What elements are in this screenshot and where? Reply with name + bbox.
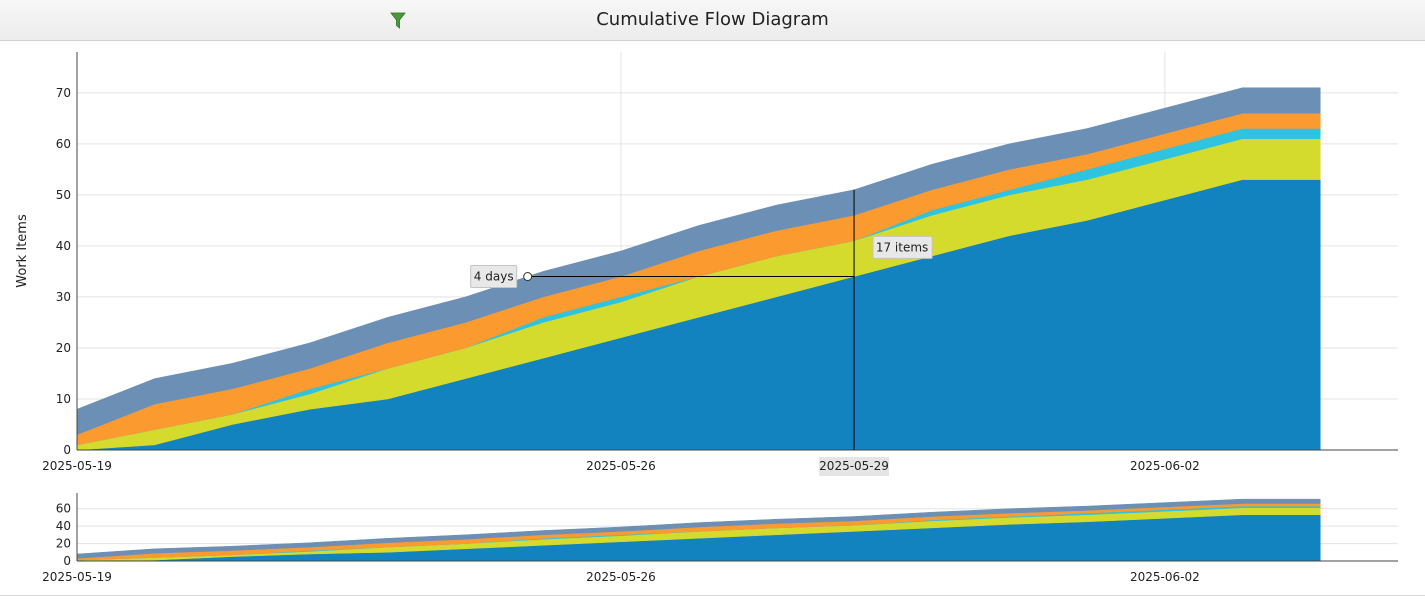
y-tick-label: 50 (56, 188, 71, 202)
wip-label-box (872, 235, 933, 259)
x-tick-label: 2025-06-02 (1130, 459, 1200, 473)
y-tick-label: 30 (56, 290, 71, 304)
y-tick-label: 60 (56, 502, 71, 516)
x-tick-label: 2025-05-26 (586, 570, 656, 584)
y-axis-label: Work Items (15, 214, 30, 288)
y-tick-label: 70 (56, 86, 71, 100)
area-band-5 (76, 87, 1321, 436)
y-tick-label: 10 (56, 392, 71, 406)
chart-header: Cumulative Flow Diagram (0, 0, 1425, 41)
lead-time-label: 4 days (474, 270, 514, 284)
navigator-band-5 (76, 498, 1321, 559)
crosshair-date-label: 2025-05-29 (819, 459, 889, 473)
x-tick-label: 2025-05-19 (42, 570, 112, 584)
funnel-icon[interactable] (390, 12, 406, 30)
y-tick-label: 20 (56, 341, 71, 355)
x-tick-label: 2025-06-02 (1130, 570, 1200, 584)
chart-title: Cumulative Flow Diagram (596, 9, 829, 30)
x-tick-label: 2025-05-19 (42, 459, 112, 473)
lead-time-label-box (470, 265, 518, 289)
y-tick-label: 0 (63, 443, 71, 457)
crosshair-start-marker (523, 272, 533, 282)
wip-label: 17 items (876, 240, 928, 254)
x-tick-label: 2025-05-26 (586, 459, 656, 473)
y-tick-label: 40 (56, 519, 71, 533)
bottom-divider (0, 595, 1425, 596)
crosshair-date-box (819, 457, 890, 476)
y-tick-label: 0 (63, 554, 71, 568)
y-tick-label: 60 (56, 137, 71, 151)
y-tick-label: 40 (56, 239, 71, 253)
y-tick-label: 20 (56, 537, 71, 551)
